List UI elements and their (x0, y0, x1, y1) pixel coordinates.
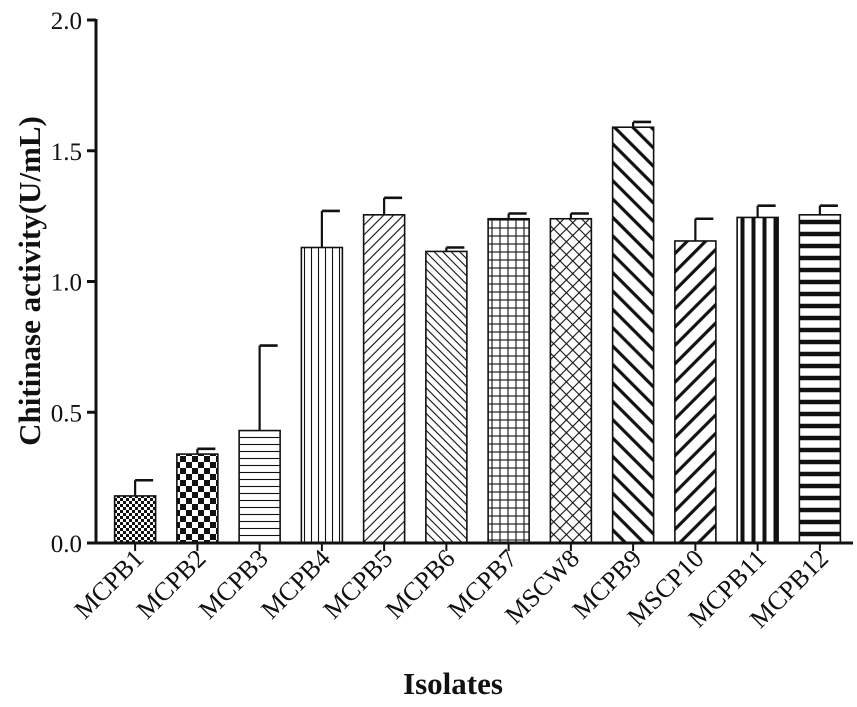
x-tick-label: MCPB3 (193, 544, 274, 625)
x-axis-title: Isolates (403, 666, 503, 701)
bar-mcpb7 (487, 217, 530, 544)
y-tick-label: 0.5 (51, 400, 82, 427)
bar-mscw8 (549, 217, 593, 544)
bar-mscp10 (674, 240, 717, 544)
x-tick-label: MCPB2 (131, 544, 212, 625)
x-tick-labels: MCPB1MCPB2MCPB3MCPB4MCPB5MCPB6MCPB7MSCW8… (69, 544, 835, 634)
y-tick-labels: 0.0 0.5 1.0 1.5 2.0 (51, 8, 82, 558)
x-tick-label: MCPB4 (255, 544, 336, 625)
y-tick-label: 2.0 (51, 8, 82, 35)
bar-mcpb3 (238, 429, 281, 544)
bar-mcpb4 (300, 246, 344, 544)
bar-mcpb12 (798, 214, 842, 544)
bar-mcpb2 (176, 453, 219, 544)
bar-mcpb9 (611, 126, 655, 544)
x-tick-label: MCPB6 (380, 544, 461, 625)
y-tick-label: 1.5 (51, 139, 82, 166)
y-axis-title: Chitinase activity(U/mL) (12, 116, 47, 446)
x-tick-label: MCPB5 (318, 544, 399, 625)
y-tick-label: 1.0 (51, 270, 82, 297)
y-tick-label: 0.0 (51, 531, 82, 558)
bar-mcpb5 (362, 214, 406, 544)
bars-layer (113, 126, 842, 544)
bar-mcpb11 (736, 216, 779, 544)
error-bars-layer (134, 120, 838, 496)
bar-mcpb1 (113, 495, 157, 544)
bar-mcpb6 (425, 250, 468, 544)
axes-layer (87, 18, 853, 551)
